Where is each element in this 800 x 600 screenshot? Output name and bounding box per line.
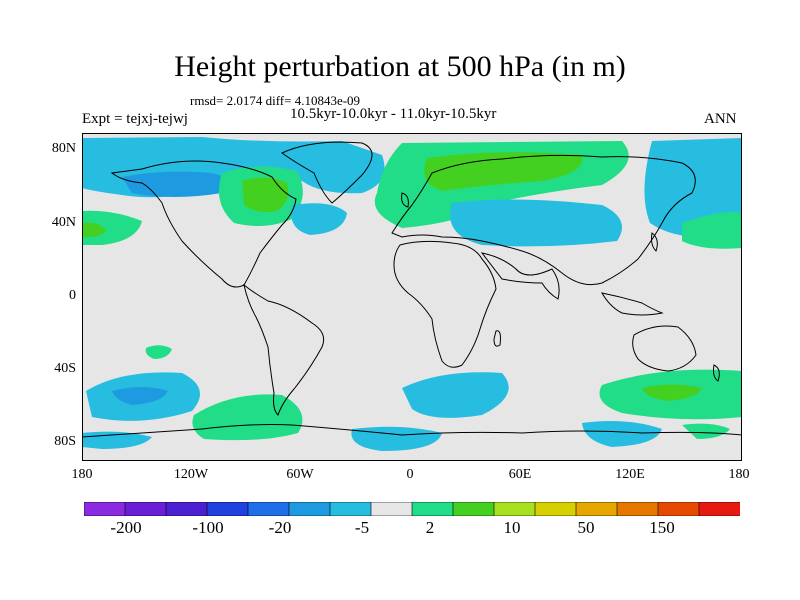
coast-japan [651,232,658,252]
colorbar-swatch [370,502,413,516]
experiment-label: Expt = tejxj-tejwj [82,111,188,127]
lat-label-80n: 80N [51,141,76,156]
colorbar-swatch [616,502,659,516]
colorbar-label-neg200: -200 [110,518,142,537]
lon-label-120e: 120E [615,467,645,482]
coast-antarctica [82,424,742,438]
coast-africa [393,240,497,368]
neg-region-asia [450,199,622,247]
colorbar-label-neg20: -20 [268,518,292,537]
colorbar-swatch [411,502,454,516]
colorbar-swatch [452,502,495,516]
colorbar-swatch [165,502,208,516]
colorbar-swatch [247,502,290,516]
colorbar-swatch [493,502,536,516]
neg-region-antarctic-atlantic [351,426,442,451]
lon-label-60w: 60W [286,467,314,482]
neg-strong-region-south-pacific [112,387,168,405]
pos-region-antarctic-east [682,423,730,439]
lon-label-60e: 60E [508,467,532,482]
colorbar-swatch [698,502,740,516]
pos-strong-region-south-indian [642,384,702,401]
colorbar-swatch [329,502,372,516]
coast-new-zealand [713,364,720,382]
colorbar-swatch [575,502,618,516]
colorbar-label-50: 50 [577,518,595,537]
colorbar-swatch [534,502,577,516]
colorbar-label-10: 10 [503,518,521,537]
colorbar-swatch [84,502,126,516]
coastlines [82,141,742,438]
pos-strong-region-north-pacific-west [82,222,106,238]
map-frame [82,133,742,461]
coast-uk [401,192,409,208]
lat-label-0: 0 [69,288,76,303]
colorbar [84,502,740,516]
chart-title: Height perturbation at 500 hPa (in m) [174,50,626,83]
lon-label-0: 0 [406,467,414,482]
pos-region-south-pacific-small [145,345,172,359]
coast-madagascar [493,330,501,347]
lat-label-40s: 40S [54,361,76,376]
lat-label-80s: 80S [54,434,76,449]
pos-region-north-pacific-west [82,210,142,245]
lon-label-180e: 180 [728,467,750,482]
coast-north-america [110,160,297,288]
coast-south-america [243,283,325,416]
coast-greenland [281,141,373,204]
coast-indonesia [601,292,664,316]
lat-label-40n: 40N [51,215,76,230]
neg-region-south-atlantic [402,372,509,418]
colorbar-swatch [288,502,331,516]
anomaly-regions [82,137,742,451]
neg-strong-region-arctic [122,171,230,197]
neg-region-atlantic [291,203,347,235]
pos-region-north-pacific-east [682,212,742,249]
pos-strong-region-north-america [242,177,289,213]
stats-line: rmsd= 2.0174 diff= 4.10843e-09 [190,93,361,108]
coast-arabia-india [480,252,560,300]
season-label: ANN [704,111,737,127]
coast-eurasia [391,154,696,286]
pos-region-southeast-pacific [192,394,303,441]
colorbar-label-neg100: -100 [192,518,224,537]
lon-label-120w: 120W [173,467,209,482]
colorbar-label-150: 150 [649,518,675,537]
pos-strong-region-eurasia [424,152,583,191]
colorbar-swatch [657,502,700,516]
neg-region-antarctic-indian [582,421,662,447]
lon-label-180w: 180 [71,467,93,482]
period-label: 10.5kyr-10.0kyr - 11.0kyr-10.5kyr [290,106,497,122]
colorbar-swatch [206,502,249,516]
colorbar-label-neg5: -5 [354,518,370,537]
world-map [82,133,742,461]
coast-australia [632,325,697,372]
colorbar-label-2: 2 [425,518,435,537]
colorbar-swatch [124,502,167,516]
